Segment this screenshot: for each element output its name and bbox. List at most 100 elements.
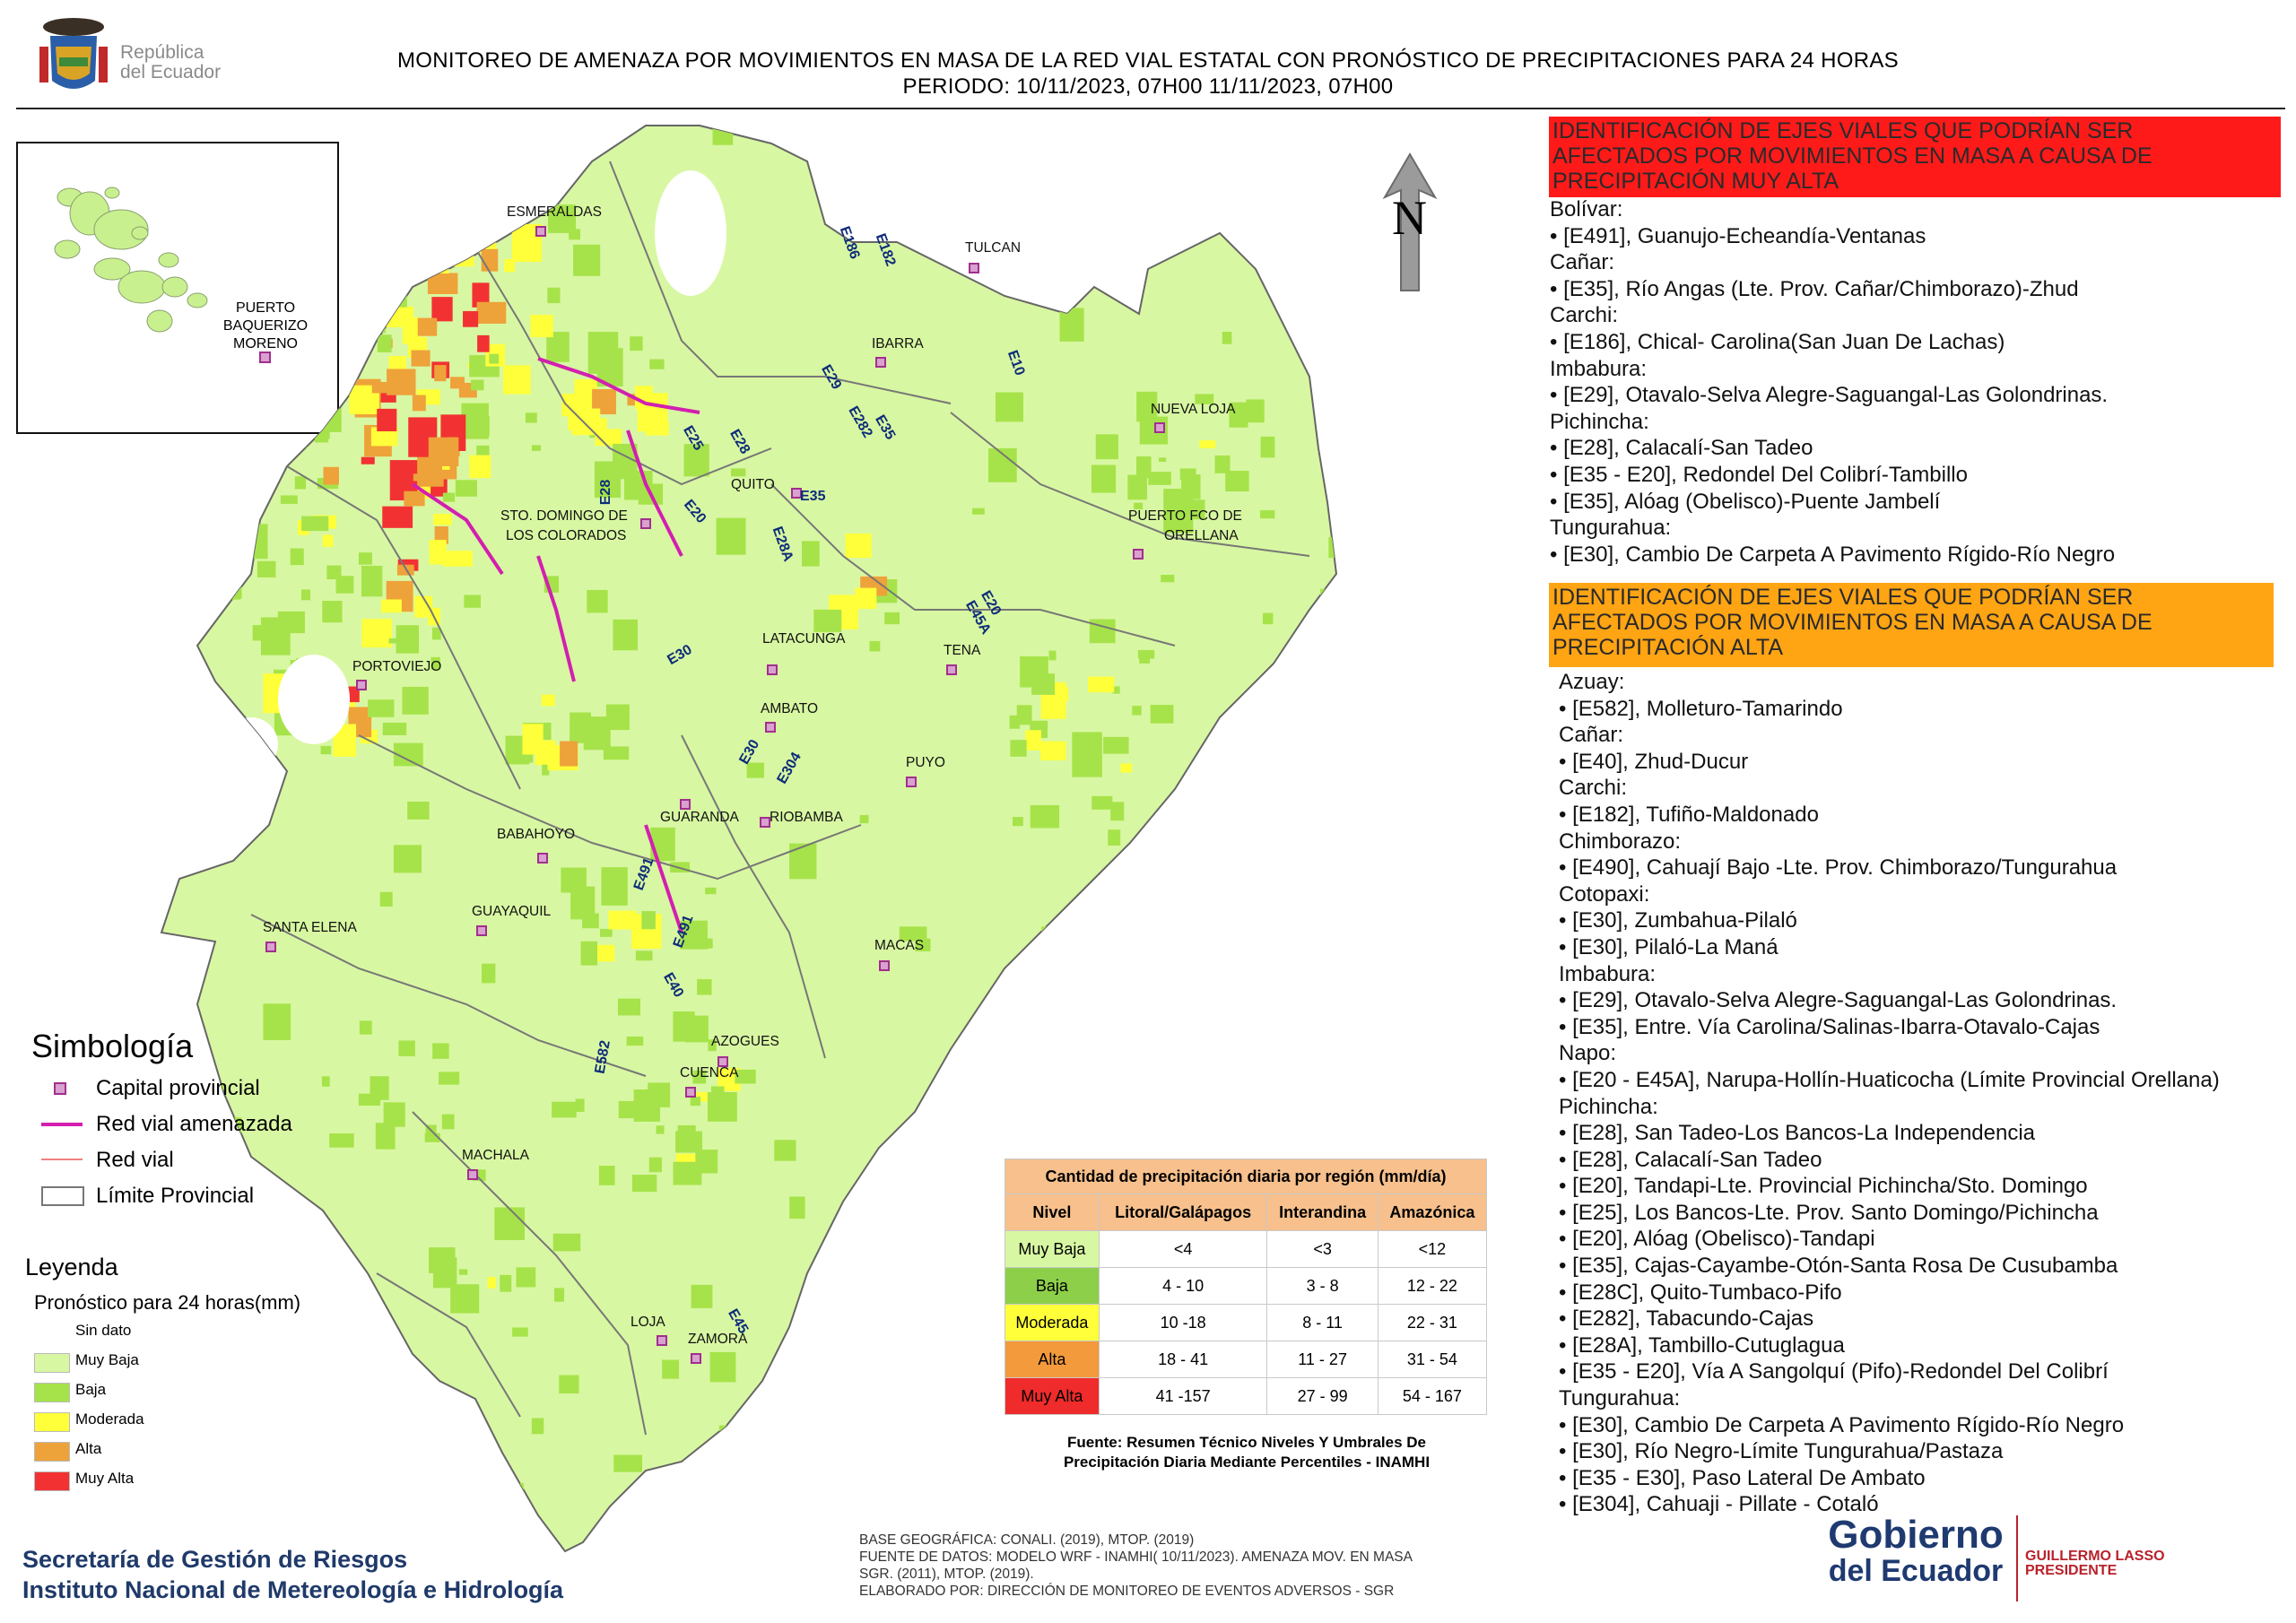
precip-cell bbox=[359, 1020, 372, 1035]
city-label: TULCAN bbox=[965, 240, 1022, 256]
precip-cell bbox=[613, 1454, 643, 1472]
precip-cell bbox=[695, 938, 713, 949]
road-label: E28 bbox=[598, 479, 614, 506]
precip-cell bbox=[185, 575, 209, 600]
precip-cell bbox=[411, 350, 430, 367]
precip-cell bbox=[306, 1523, 333, 1541]
precip-cell bbox=[626, 1036, 644, 1046]
precip-cell bbox=[1136, 391, 1158, 422]
legend-swatch bbox=[34, 1442, 70, 1462]
island bbox=[54, 239, 81, 259]
precip-cell bbox=[379, 891, 393, 907]
precip-cell bbox=[447, 231, 460, 239]
precip-cell bbox=[1260, 436, 1275, 458]
table-cell: Moderada bbox=[1004, 1304, 1100, 1341]
precip-cell bbox=[1150, 705, 1174, 724]
legend-label: Muy Baja bbox=[75, 1351, 139, 1368]
precip-cell bbox=[1263, 612, 1274, 625]
threatened-road bbox=[537, 357, 700, 414]
precip-cell bbox=[393, 845, 422, 873]
precip-cell bbox=[1158, 457, 1167, 463]
no-data-area bbox=[655, 170, 726, 296]
list-item: • [E182], Tufiño-Maldonado bbox=[1559, 802, 1819, 827]
capital-marker bbox=[467, 1169, 478, 1180]
table-header: Litoral/Galápagos bbox=[1098, 1193, 1268, 1231]
precip-cell bbox=[709, 1351, 736, 1383]
precip-cell bbox=[855, 587, 877, 610]
precip-cell bbox=[1135, 456, 1152, 478]
precip-cell bbox=[575, 1098, 585, 1113]
table-cell: <12 bbox=[1377, 1230, 1488, 1268]
precip-cell bbox=[1364, 847, 1383, 857]
list-item: • [E25], Los Bancos-Lte. Prov. Santo Dom… bbox=[1559, 1200, 2099, 1225]
list-item: • [E28], San Tadeo-Los Bancos-La Indepen… bbox=[1559, 1121, 2036, 1146]
precip-cell bbox=[939, 145, 952, 161]
precip-cell bbox=[573, 244, 601, 276]
precip-cell bbox=[746, 762, 764, 778]
precip-cell bbox=[641, 911, 656, 930]
precip-cell bbox=[1016, 705, 1032, 725]
precip-cell bbox=[375, 1123, 396, 1150]
legend-swatch bbox=[34, 1471, 70, 1491]
precip-cell bbox=[813, 609, 842, 632]
precip-cell bbox=[1009, 715, 1020, 729]
island bbox=[131, 226, 149, 240]
precip-cell bbox=[587, 332, 619, 374]
city-label: QUITO bbox=[731, 477, 775, 492]
credits-line: FUENTE DE DATOS: MODELO WRF - INAMHI( 10… bbox=[859, 1549, 1413, 1565]
table-cell: <3 bbox=[1266, 1230, 1378, 1268]
precip-cell bbox=[605, 704, 630, 731]
city-label: LOS COLORADOS bbox=[506, 528, 627, 543]
precip-cell bbox=[547, 287, 561, 304]
precip-cell bbox=[413, 473, 425, 482]
ecuador-territory bbox=[160, 125, 1338, 1553]
table-cell: Muy Baja bbox=[1004, 1230, 1100, 1268]
table-cell: 31 - 54 bbox=[1377, 1341, 1488, 1378]
city-label: IBARRA bbox=[872, 336, 924, 352]
boundary-icon bbox=[41, 1186, 84, 1206]
precip-cell bbox=[1260, 510, 1275, 519]
precip-cell bbox=[321, 1076, 330, 1087]
province-boundary bbox=[465, 232, 772, 486]
table-cell: 18 - 41 bbox=[1098, 1341, 1268, 1378]
province-boundary bbox=[358, 734, 862, 881]
island bbox=[187, 292, 208, 308]
table-header: Amazónica bbox=[1377, 1193, 1488, 1231]
table-header: Nivel bbox=[1004, 1193, 1100, 1231]
precip-cell bbox=[1213, 849, 1239, 872]
precip-cell bbox=[329, 1133, 354, 1148]
province-boundary bbox=[770, 483, 1176, 647]
precip-cell bbox=[503, 365, 531, 395]
precip-cell bbox=[396, 625, 420, 654]
city-label: LOJA bbox=[631, 1315, 665, 1330]
precip-cell bbox=[1132, 706, 1142, 716]
precip-cell bbox=[1088, 676, 1115, 693]
precip-cell bbox=[358, 552, 372, 565]
list-item: Carchi: bbox=[1559, 776, 1628, 801]
precip-cell bbox=[1143, 1054, 1170, 1091]
capital-marker bbox=[969, 263, 979, 273]
gobierno-line: del Ecuador bbox=[1828, 1554, 2004, 1588]
precip-cell bbox=[445, 224, 474, 267]
list-item: • [E30], Río Negro-Límite Tungurahua/Pas… bbox=[1559, 1439, 2004, 1464]
precip-cell bbox=[431, 297, 453, 322]
precip-cell bbox=[387, 286, 407, 308]
city-label: PUERTO FCO DE bbox=[1128, 508, 1242, 524]
precip-cell bbox=[789, 1196, 805, 1219]
precip-cell bbox=[1380, 797, 1405, 813]
legend-swatch bbox=[34, 1324, 70, 1343]
list-item: • [E30], Cambio De Carpeta A Pavimento R… bbox=[1559, 1412, 2125, 1437]
city-label: AMBATO bbox=[761, 701, 819, 716]
precip-cell bbox=[323, 466, 339, 485]
capital-marker bbox=[760, 817, 770, 828]
precip-cell bbox=[300, 589, 311, 601]
precip-cell bbox=[216, 572, 242, 599]
precip-cell bbox=[1199, 439, 1216, 448]
legend-label: Baja bbox=[75, 1381, 107, 1398]
precip-cell bbox=[1139, 654, 1151, 664]
precip-cell bbox=[1095, 434, 1118, 460]
precip-cell bbox=[361, 619, 393, 648]
capital-marker bbox=[259, 352, 271, 363]
precip-cell bbox=[1280, 957, 1295, 979]
precip-cell bbox=[925, 1321, 942, 1339]
